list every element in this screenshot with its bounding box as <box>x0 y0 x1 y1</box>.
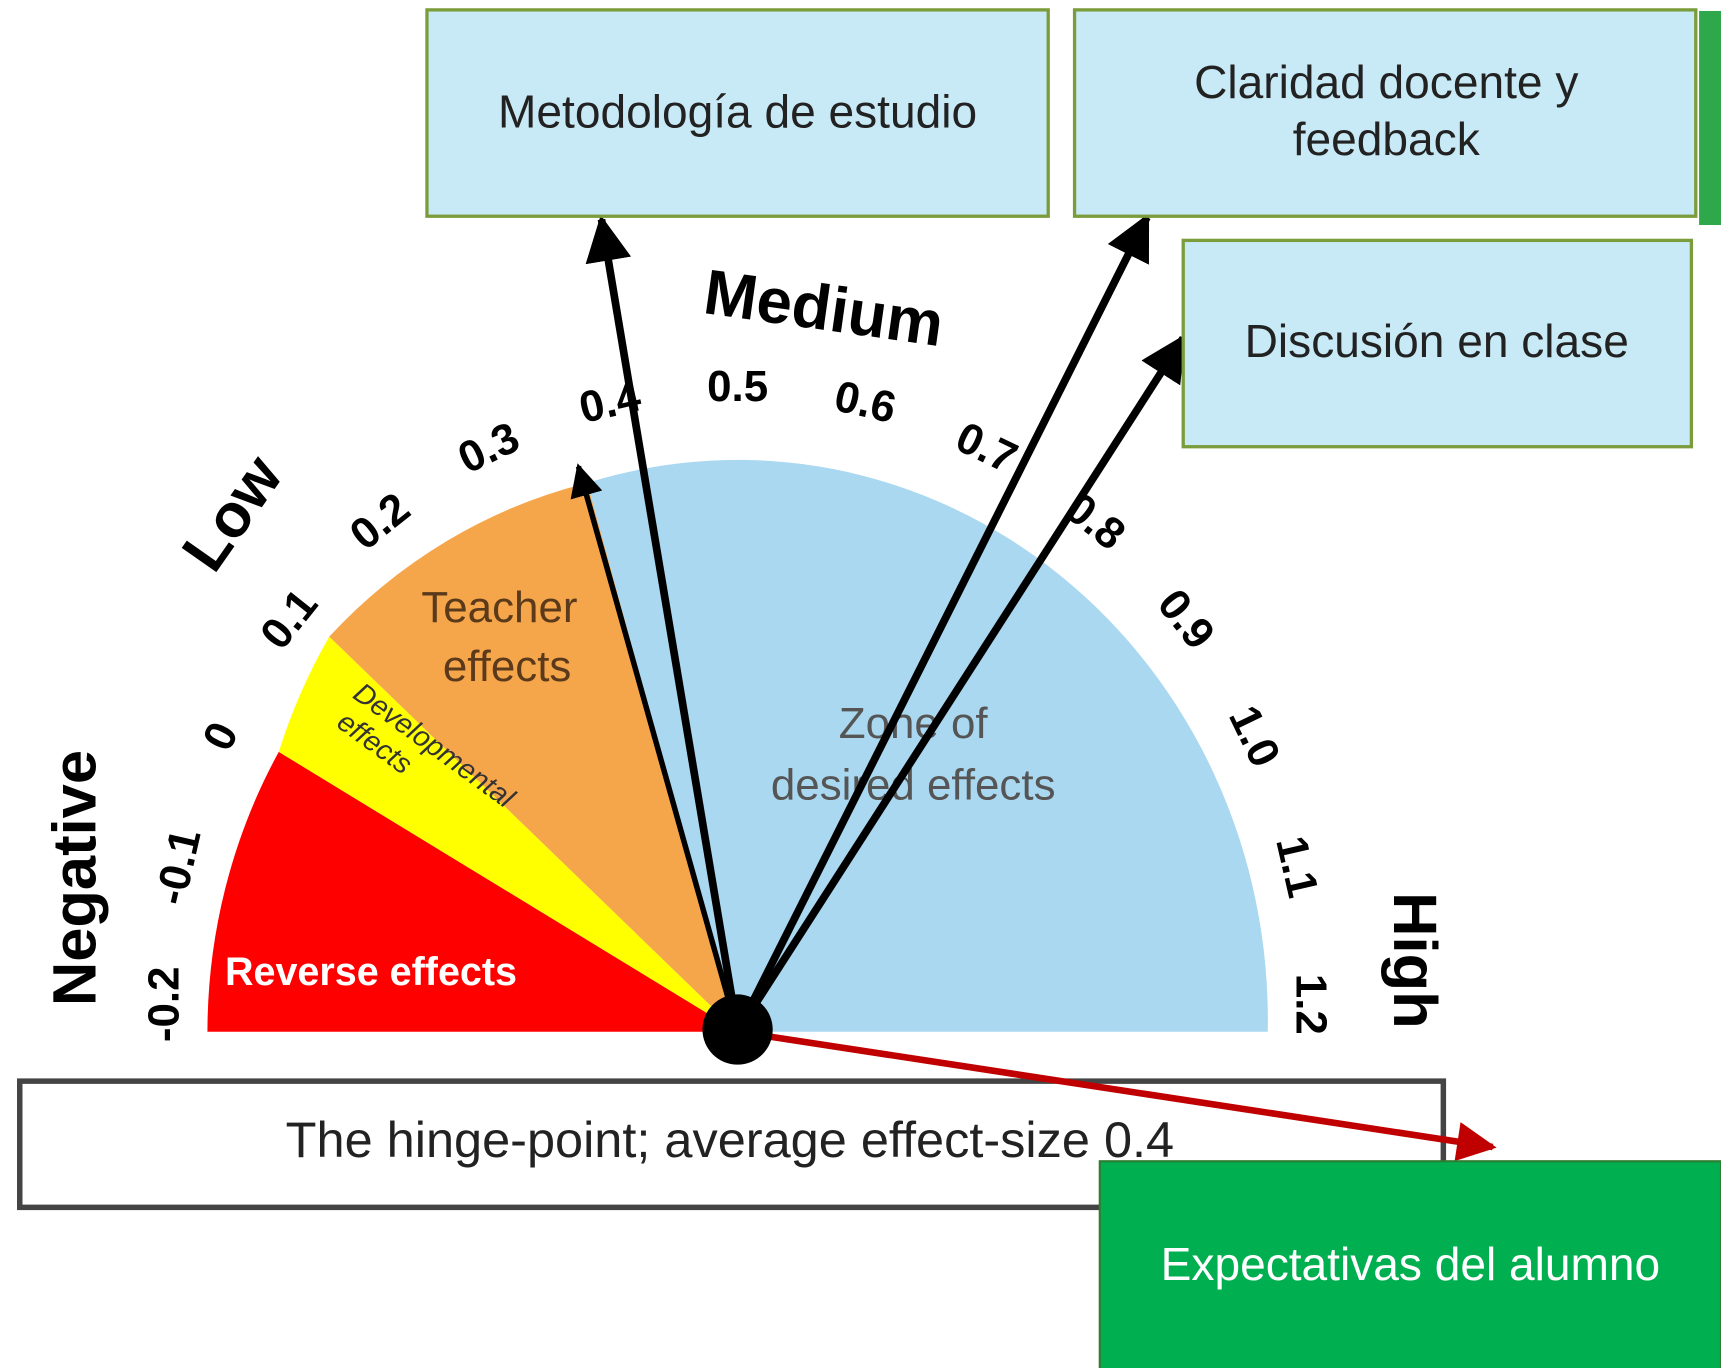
edge-strip <box>1699 10 1721 226</box>
box: Discusión en clase <box>1181 238 1694 449</box>
arrow <box>585 214 742 1033</box>
scale-label: 1.0 <box>1219 698 1290 774</box>
scale-label: 0.2 <box>341 483 419 559</box>
box-label: Discusión en clase <box>1245 315 1629 367</box>
zone-label: desired effects <box>771 761 1056 810</box>
scale-label: 1.1 <box>1266 832 1327 902</box>
category-label: Negative <box>40 750 109 1006</box>
category-label: High <box>1380 892 1449 1029</box>
scale-label: -0.1 <box>146 825 211 910</box>
zone-label: Teacher <box>421 583 577 632</box>
zone-label: Reverse effects <box>225 950 517 994</box>
arrow <box>734 213 1151 1034</box>
scale-label: -0.2 <box>139 966 188 1042</box>
arrow <box>570 463 741 1033</box>
hinge-point <box>702 994 773 1065</box>
zone-label: Zone of <box>839 699 989 748</box>
category-label: Medium <box>700 256 948 360</box>
scale-label: 0.9 <box>1148 580 1224 658</box>
category-label: Low <box>169 443 296 583</box>
arrow <box>734 334 1187 1034</box>
scale-label: 0.1 <box>251 580 327 658</box>
canvas: Reverse effects Developmental effects Te… <box>17 8 1721 1368</box>
scale-label: 0.7 <box>948 413 1024 484</box>
scale-label: 0.3 <box>451 413 527 484</box>
scale-label: 0.5 <box>707 362 768 411</box>
box: Metodología de estudio <box>425 8 1050 218</box>
desired-wedge <box>587 459 1268 1032</box>
box-label: Claridad docente y <box>1194 56 1578 108</box>
reverse-wedge <box>207 751 738 1032</box>
box-label: Expectativas del alumno <box>1161 1238 1660 1290</box>
scale-label: 0 <box>193 715 248 758</box>
developmental-wedge <box>278 636 738 1032</box>
box-label: Metodología de estudio <box>498 85 977 137</box>
box: Claridad docente y feedback <box>1072 8 1698 218</box>
scale-label: 1.2 <box>1287 974 1336 1035</box>
arrow <box>737 1028 1497 1162</box>
hinge-label: The hinge-point; average effect-size 0.4 <box>286 1111 1174 1168</box>
teacher-wedge <box>329 482 738 1032</box>
box: Expectativas del alumno <box>1098 1160 1721 1368</box>
box-label: feedback <box>1293 113 1481 165</box>
zone-label: effects <box>443 642 572 691</box>
scale-label: 0.6 <box>830 372 900 433</box>
